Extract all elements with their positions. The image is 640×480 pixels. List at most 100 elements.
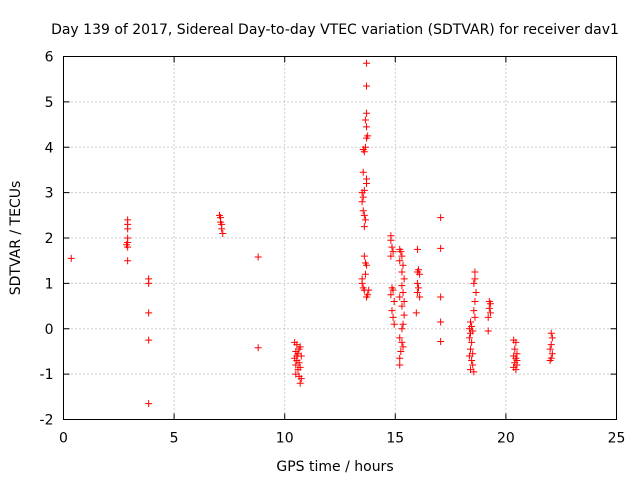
data-point [360,223,368,231]
data-point [470,368,478,376]
data-point [219,229,227,237]
data-point [67,254,75,262]
data-point [358,275,366,283]
data-point [399,261,407,269]
data-point [469,361,477,369]
grid [63,56,617,420]
data-point [467,318,475,326]
data-point [358,198,366,206]
data-point [145,336,153,344]
data-point [396,354,404,362]
y-tick-label: 0 [45,322,54,338]
data-point [390,298,398,306]
data-point [398,282,406,290]
data-point [398,302,406,310]
data-point [389,313,397,321]
data-point [467,345,475,353]
data-point [365,286,373,294]
data-point [468,357,476,365]
x-tick-label: 0 [59,431,68,447]
data-point [363,123,371,131]
chart-title: Day 139 of 2017, Sidereal Day-to-day VTE… [51,22,619,38]
data-point [363,82,371,90]
data-point [437,293,445,301]
data-point [124,243,132,251]
data-point [412,309,420,317]
data-point [416,270,424,278]
data-point [513,357,521,365]
data-point [399,320,407,328]
data-point [363,293,371,301]
data-point [470,279,478,287]
data-point [486,309,494,317]
y-tick-label: 3 [45,186,54,202]
data-point [388,307,396,315]
data-point [397,347,405,355]
data-point [547,329,555,337]
data-point [293,352,301,360]
data-point [292,361,300,369]
data-point [360,186,368,194]
data-point [484,327,492,335]
data-point [396,257,404,265]
axis-ticks: 0 5 10 15 20 25 -2 -1 0 1 2 3 4 5 6 [40,50,626,447]
x-tick-label: 15 [386,431,404,447]
data-point [470,307,478,315]
x-tick-label: 25 [608,431,626,447]
data-point [254,253,262,261]
y-tick-label: 6 [45,50,54,66]
data-point [416,293,424,301]
data-point [294,366,302,374]
data-point [471,313,479,321]
data-point [548,334,556,342]
data-point [471,268,479,276]
data-point [512,366,520,374]
data-point [413,279,421,287]
data-point [398,338,406,346]
data-point [471,275,479,283]
data-point [413,288,421,296]
data-point [389,286,397,294]
data-point [400,275,408,283]
data-point [437,337,445,345]
x-axis-label: GPS time / hours [276,459,393,475]
x-tick-label: 10 [276,431,294,447]
data-point [472,288,480,296]
data-point [296,379,304,387]
data-point [363,175,371,183]
data-point [124,225,132,233]
data-point [145,400,153,408]
x-tick-label: 20 [497,431,515,447]
data-point [396,334,404,342]
data-point [399,343,407,351]
data-point [465,334,473,342]
data-point [471,298,479,306]
data-point [295,345,303,353]
data-point [400,311,408,319]
data-point [361,216,369,224]
y-tick-label: 5 [45,95,54,111]
data-point [396,361,404,369]
data-points [67,59,556,408]
y-tick-label: 4 [45,140,54,156]
data-point [297,375,305,383]
data-point [360,252,368,260]
y-axis-label: SDTVAR / TECUs [8,181,24,296]
data-point [364,132,372,140]
y-tick-label: -2 [40,413,54,429]
data-point [359,207,367,215]
data-point [390,320,398,328]
data-point [398,325,406,333]
data-point [511,345,519,353]
data-point [359,146,367,154]
data-point [484,313,492,321]
data-point [398,268,406,276]
data-point [468,338,476,346]
data-point [486,300,494,308]
data-point [546,345,554,353]
data-point [361,259,369,267]
data-point [437,318,445,326]
data-point [415,284,423,292]
data-point [359,193,367,201]
